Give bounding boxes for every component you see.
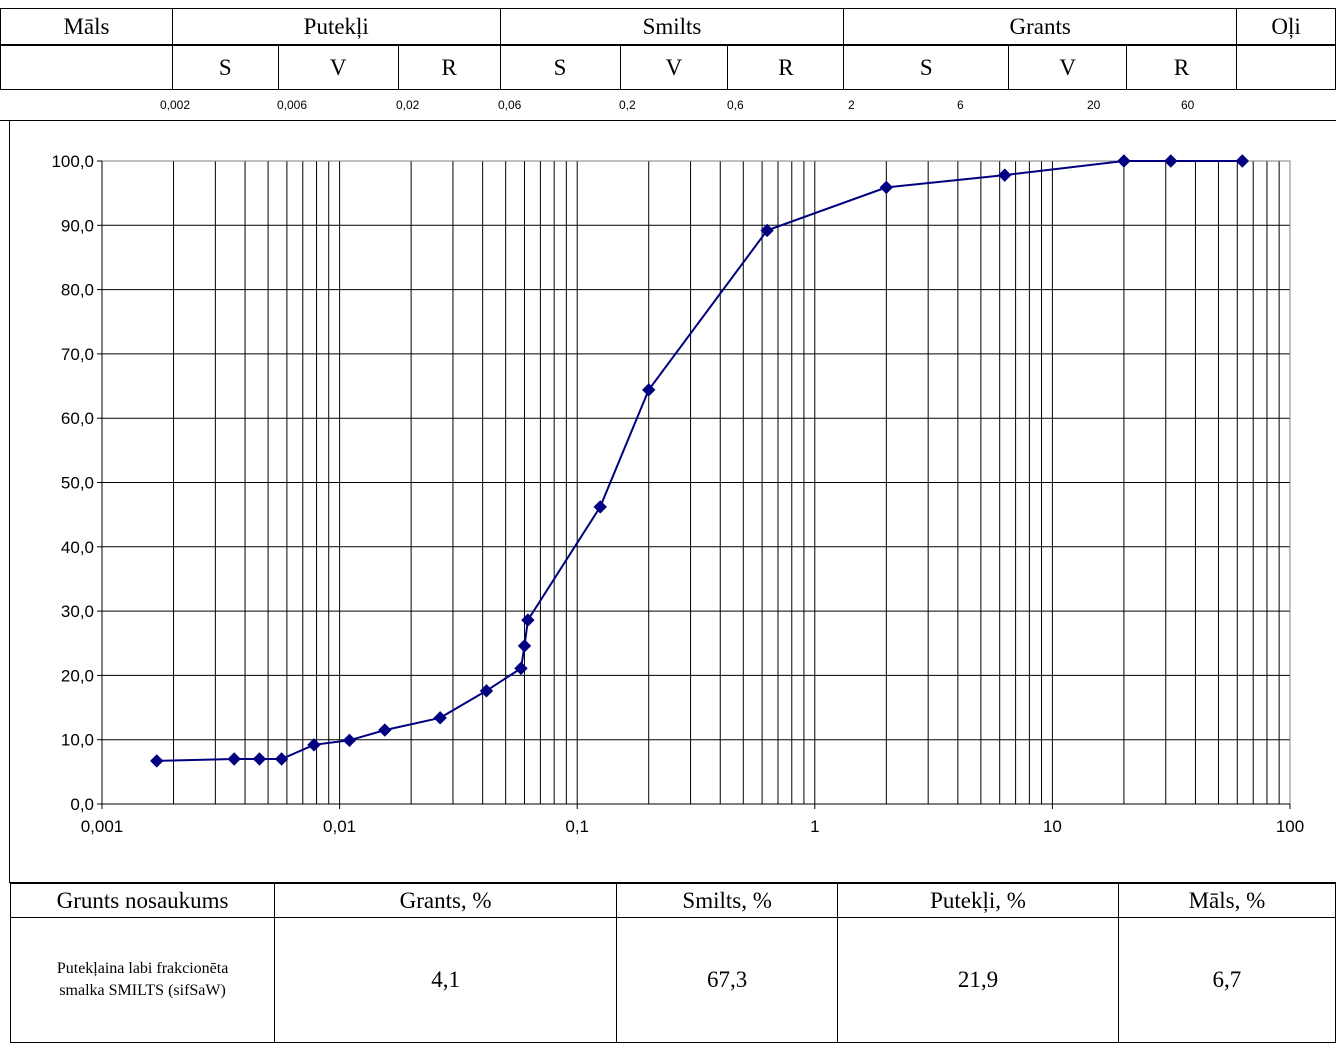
data-point-marker bbox=[1235, 154, 1250, 168]
sub-empty-left bbox=[0, 45, 173, 90]
chart-svg: 0,010,020,030,040,050,060,070,080,090,01… bbox=[51, 152, 1304, 836]
series-line bbox=[156, 160, 1243, 762]
size-label: 2 bbox=[848, 98, 855, 112]
sub-sand-coarse: R bbox=[727, 45, 845, 90]
sub-empty-right bbox=[1236, 45, 1336, 90]
data-point-marker bbox=[227, 752, 241, 766]
size-label: 0,002 bbox=[160, 98, 191, 112]
col-soil-name: Grunts nosaukums bbox=[9, 883, 276, 918]
summary-value-row: Putekļaina labi frakcionēta smalka SMILT… bbox=[9, 917, 1336, 1043]
data-point-marker bbox=[433, 711, 447, 725]
fraction-header: Māls Putekļi Smilts Grants Oļi bbox=[0, 8, 1336, 45]
x-tick-label: 0,01 bbox=[323, 817, 356, 836]
size-label: 0,06 bbox=[498, 98, 522, 112]
y-tick-label: 10,0 bbox=[61, 731, 94, 750]
y-tick-label: 60,0 bbox=[61, 409, 94, 428]
summary-header-row: Grunts nosaukums Grants, % Smilts, % Put… bbox=[9, 883, 1336, 918]
y-tick-label: 50,0 bbox=[61, 474, 94, 493]
data-point-marker bbox=[879, 180, 894, 195]
data-point-marker bbox=[642, 383, 656, 397]
size-label: 6 bbox=[957, 98, 964, 112]
size-label: 0,2 bbox=[619, 98, 636, 112]
size-label: 0,6 bbox=[727, 98, 744, 112]
data-point-marker bbox=[593, 500, 607, 514]
sub-sand-medium: V bbox=[619, 45, 729, 90]
col-sand: Smilts, % bbox=[616, 883, 839, 918]
y-tick-label: 0,0 bbox=[70, 795, 94, 814]
sand-percent: 67,3 bbox=[616, 917, 839, 1043]
y-tick-label: 90,0 bbox=[61, 216, 94, 235]
soil-name-line2: smalka SMILTS (sifSaW) bbox=[59, 982, 226, 999]
size-label: 0,02 bbox=[396, 98, 420, 112]
header-gravel: Grants bbox=[843, 8, 1238, 45]
data-point-marker bbox=[521, 613, 535, 627]
sub-sand-fine: S bbox=[499, 45, 621, 90]
header-silt: Putekļi bbox=[171, 8, 501, 45]
sub-silt-medium: V bbox=[277, 45, 399, 90]
y-tick-label: 70,0 bbox=[61, 345, 94, 364]
silt-percent: 21,9 bbox=[837, 917, 1119, 1043]
summary-table: Grunts nosaukums Grants, % Smilts, % Put… bbox=[9, 883, 1336, 1043]
grain-size-chart: 0,0 10,0 20,0 30,0 40,0 50,0 60,0 70,0 80,0 90,0 1… bbox=[9, 120, 1336, 883]
data-point-marker bbox=[378, 723, 392, 737]
col-silt: Putekļi, % bbox=[837, 883, 1119, 918]
data-point-marker bbox=[514, 661, 528, 676]
sub-gravel-fine: S bbox=[843, 45, 1010, 90]
data-point-marker bbox=[1164, 154, 1178, 168]
x-tick-label: 0,001 bbox=[81, 817, 124, 836]
data-point-marker bbox=[307, 738, 321, 752]
data-point-marker bbox=[1117, 154, 1131, 168]
col-clay: Māls, % bbox=[1117, 883, 1336, 918]
data-point-marker bbox=[479, 684, 494, 698]
grain-size-boundaries: 0,002 0,006 0,02 0,06 0,2 0,6 2 6 20 60 bbox=[0, 89, 1336, 121]
y-tick-label: 100,0 bbox=[51, 152, 94, 171]
header-pebbles: Oļi bbox=[1236, 8, 1336, 45]
data-point-marker bbox=[998, 168, 1012, 182]
sub-gravel-medium: V bbox=[1008, 45, 1128, 90]
data-point-marker bbox=[274, 752, 289, 766]
sub-silt-fine: S bbox=[171, 45, 279, 90]
data-point-marker bbox=[150, 754, 164, 768]
data-point-marker bbox=[252, 752, 267, 766]
y-tick-label: 40,0 bbox=[61, 538, 94, 557]
sub-silt-coarse: R bbox=[397, 45, 501, 90]
size-label: 60 bbox=[1181, 98, 1195, 112]
gravel-percent: 4,1 bbox=[274, 917, 618, 1043]
x-tick-label: 0,1 bbox=[565, 817, 589, 836]
y-tick-label: 80,0 bbox=[61, 281, 94, 300]
y-tick-label: 30,0 bbox=[61, 602, 94, 621]
header-sand: Smilts bbox=[499, 8, 845, 45]
header-clay: Māls bbox=[0, 8, 173, 45]
x-tick-label: 100 bbox=[1276, 817, 1304, 836]
data-point-marker bbox=[760, 223, 774, 238]
size-label: 20 bbox=[1087, 98, 1101, 112]
x-tick-label: 10 bbox=[1043, 817, 1062, 836]
soil-name-line1: Putekļaina labi frakcionēta bbox=[56, 960, 229, 977]
data-point-marker bbox=[517, 639, 532, 653]
soil-name: Putekļaina labi frakcionēta smalka SMILT… bbox=[9, 917, 276, 1043]
subfraction-header: S V R S V R S V R bbox=[0, 45, 1336, 90]
x-tick-label: 1 bbox=[810, 817, 819, 836]
data-point-marker bbox=[342, 733, 357, 748]
sub-gravel-coarse: R bbox=[1126, 45, 1237, 90]
col-gravel: Grants, % bbox=[274, 883, 618, 918]
y-tick-label: 20,0 bbox=[61, 666, 94, 685]
size-label: 0,006 bbox=[277, 98, 308, 112]
clay-percent: 6,7 bbox=[1117, 917, 1336, 1043]
